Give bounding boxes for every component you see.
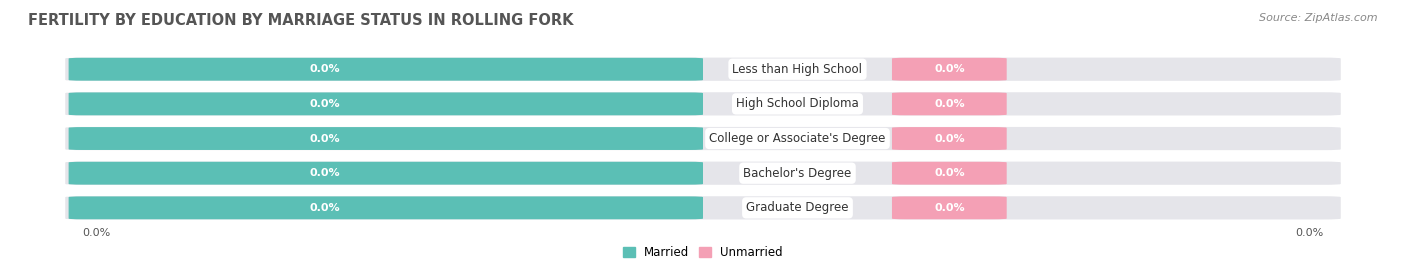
FancyBboxPatch shape	[65, 127, 1341, 150]
Text: Bachelor's Degree: Bachelor's Degree	[744, 167, 852, 180]
Text: 0.0%: 0.0%	[309, 99, 340, 109]
Text: 0.0%: 0.0%	[934, 99, 965, 109]
Text: 0.0%: 0.0%	[934, 133, 965, 144]
Text: High School Diploma: High School Diploma	[737, 97, 859, 110]
Text: Less than High School: Less than High School	[733, 63, 862, 76]
Text: 0.0%: 0.0%	[934, 64, 965, 74]
FancyBboxPatch shape	[65, 196, 1341, 220]
Text: 0.0%: 0.0%	[82, 228, 110, 238]
FancyBboxPatch shape	[65, 92, 1341, 115]
FancyBboxPatch shape	[69, 58, 703, 81]
FancyBboxPatch shape	[891, 93, 1007, 115]
Text: 0.0%: 0.0%	[309, 133, 340, 144]
Text: 0.0%: 0.0%	[934, 203, 965, 213]
FancyBboxPatch shape	[69, 127, 703, 150]
Legend: Married, Unmarried: Married, Unmarried	[620, 242, 786, 262]
FancyBboxPatch shape	[891, 127, 1007, 150]
Text: 0.0%: 0.0%	[309, 64, 340, 74]
Text: FERTILITY BY EDUCATION BY MARRIAGE STATUS IN ROLLING FORK: FERTILITY BY EDUCATION BY MARRIAGE STATU…	[28, 13, 574, 29]
Text: Source: ZipAtlas.com: Source: ZipAtlas.com	[1260, 13, 1378, 23]
Text: 0.0%: 0.0%	[934, 168, 965, 178]
Text: Graduate Degree: Graduate Degree	[747, 201, 849, 214]
FancyBboxPatch shape	[69, 162, 703, 185]
FancyBboxPatch shape	[65, 58, 1341, 81]
FancyBboxPatch shape	[69, 196, 703, 219]
FancyBboxPatch shape	[65, 162, 1341, 185]
Text: 0.0%: 0.0%	[1296, 228, 1324, 238]
FancyBboxPatch shape	[891, 196, 1007, 219]
Text: 0.0%: 0.0%	[309, 168, 340, 178]
FancyBboxPatch shape	[891, 58, 1007, 81]
Text: 0.0%: 0.0%	[309, 203, 340, 213]
FancyBboxPatch shape	[891, 162, 1007, 185]
FancyBboxPatch shape	[69, 93, 703, 115]
Text: College or Associate's Degree: College or Associate's Degree	[709, 132, 886, 145]
